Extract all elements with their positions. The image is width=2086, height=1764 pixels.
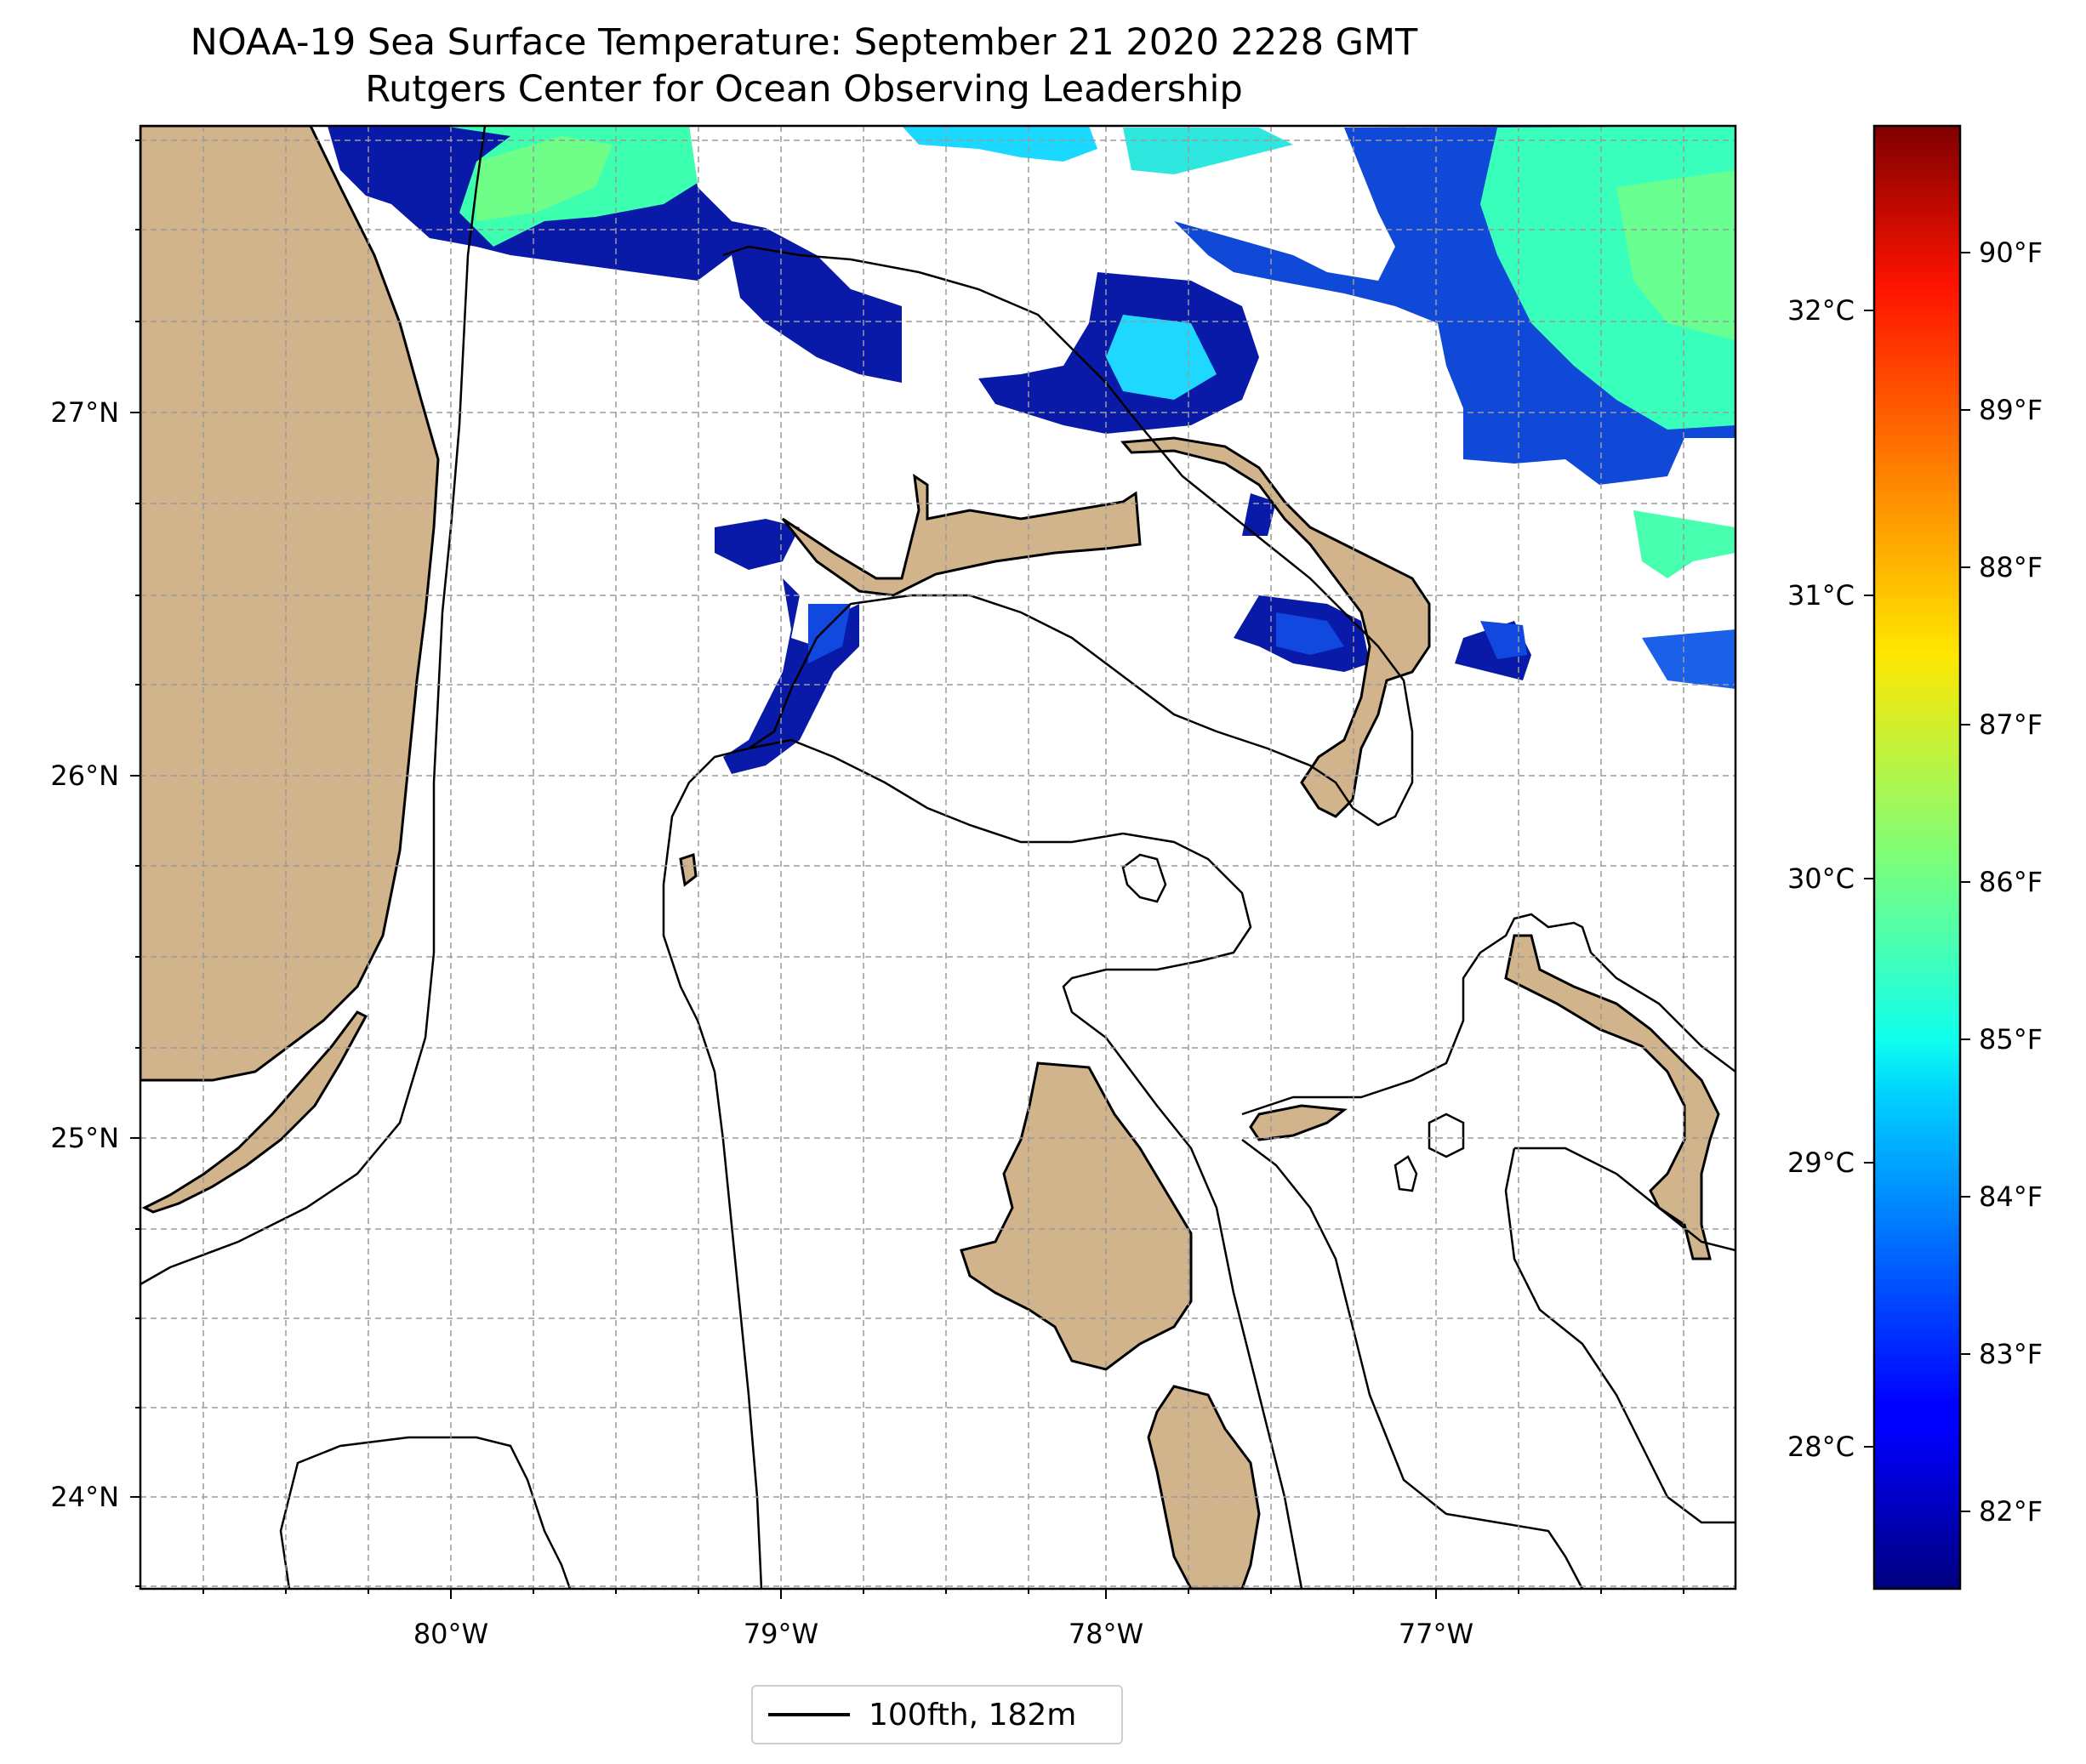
fahrenheit-tick-label: 90°F — [1979, 236, 2043, 269]
land-layer — [140, 126, 1720, 1589]
gridlines — [140, 126, 1735, 1589]
florida-coast — [140, 126, 440, 1082]
legend-label: 100fth, 182m — [869, 1697, 1077, 1733]
andros-south — [1147, 1385, 1261, 1589]
colorbar: 32°C 31°C 30°C 29°C 28°C 90°F 89°F 88°F … — [1787, 124, 2043, 1590]
berry-islands — [1249, 1104, 1348, 1141]
fahrenheit-tick-label: 87°F — [1979, 708, 2043, 741]
fahrenheit-tick-label: 88°F — [1979, 551, 2043, 583]
andros — [960, 1061, 1193, 1371]
x-tick-label: 78°W — [1069, 1618, 1143, 1650]
chart-subtitle: Rutgers Center for Ocean Observing Leade… — [365, 68, 1243, 111]
grand-bahama — [781, 473, 1142, 597]
fahrenheit-tick-label: 82°F — [1979, 1495, 2043, 1528]
fahrenheit-tick-label: 89°F — [1979, 394, 2043, 426]
fahrenheit-tick-label: 83°F — [1979, 1338, 2043, 1370]
axis-ticks — [130, 139, 1684, 1599]
y-tick-label: 25°N — [50, 1122, 119, 1154]
y-tick-label: 26°N — [50, 760, 119, 792]
florida-keys — [141, 1010, 368, 1214]
abaco — [1120, 436, 1431, 818]
y-tick-label: 27°N — [50, 396, 119, 429]
bimini — [679, 852, 698, 887]
celsius-tick-label: 30°C — [1787, 862, 1855, 895]
y-tick-label: 24°N — [50, 1481, 119, 1513]
isobath-contours — [140, 126, 1735, 1589]
map-frame — [139, 124, 1737, 1590]
eleuthera — [1504, 934, 1720, 1260]
colorbar-gradient — [1872, 124, 1962, 1590]
celsius-tick-label: 28°C — [1787, 1431, 1855, 1463]
fahrenheit-tick-label: 86°F — [1979, 866, 2043, 898]
celsius-tick-label: 31°C — [1787, 579, 1855, 612]
y-tick-labels: 27°N 26°N 25°N 24°N — [50, 396, 119, 1513]
celsius-tick-label: 32°C — [1787, 294, 1855, 327]
x-tick-label: 79°W — [744, 1618, 818, 1650]
x-tick-labels: 80°W 79°W 78°W 77°W — [413, 1618, 1473, 1650]
fahrenheit-tick-label: 85°F — [1979, 1023, 2043, 1056]
fahrenheit-tick-label: 84°F — [1979, 1181, 2043, 1213]
legend: 100fth, 182m — [751, 1685, 1123, 1744]
x-tick-label: 77°W — [1399, 1618, 1473, 1650]
legend-line-swatch — [768, 1713, 850, 1716]
x-tick-label: 80°W — [413, 1618, 488, 1650]
celsius-tick-label: 29°C — [1787, 1147, 1855, 1179]
map-area — [140, 126, 1735, 1589]
chart-title: NOAA-19 Sea Surface Temperature: Septemb… — [190, 21, 1418, 64]
